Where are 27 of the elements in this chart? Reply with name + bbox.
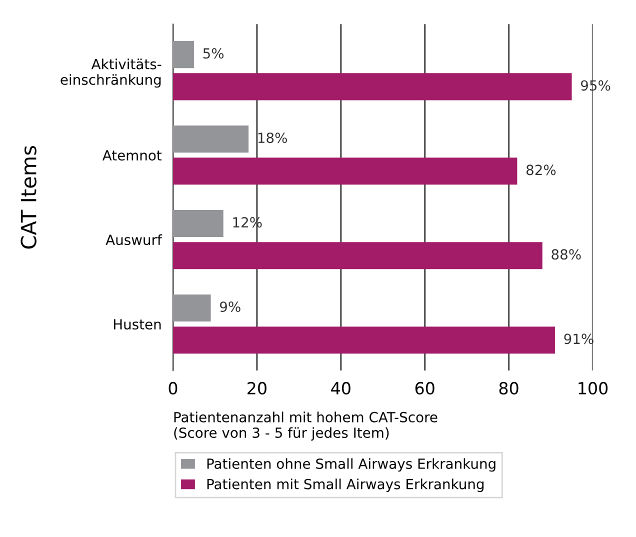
x-tick-label: 0 <box>168 382 178 395</box>
y-tick-label: Auswurf <box>106 234 162 246</box>
y-axis-title: CAT Items <box>20 146 36 249</box>
bar <box>172 294 211 322</box>
y-tick-label: Aktivitäts- einschränkung <box>60 58 162 88</box>
data-label: 18% <box>258 132 287 144</box>
bar <box>172 210 224 238</box>
bar <box>172 73 572 100</box>
y-tick-label: Atemnot <box>102 150 162 161</box>
y-tick-label: Husten <box>114 319 161 330</box>
legend-label: Patienten ohne Small Airways Erkrankung <box>207 458 496 472</box>
data-label: 82% <box>526 164 556 176</box>
bar <box>172 326 555 354</box>
data-label: 88% <box>552 249 581 260</box>
x-tick-label: 100 <box>578 382 608 395</box>
legend-label: Patienten mit Small Airways Erkrankung <box>207 478 484 492</box>
x-tick-label: 80 <box>499 382 518 395</box>
data-label: 9% <box>220 302 240 312</box>
x-tick-label: 20 <box>248 382 266 395</box>
data-label: 5% <box>203 48 224 59</box>
bar <box>172 126 249 153</box>
x-tick-label: 60 <box>415 382 434 395</box>
x-axis-title: Patientenanzahl mit hohem CAT-Score (Score von 3 - 5 für jedes Item) <box>174 412 438 441</box>
x-tick-label: 40 <box>331 382 350 395</box>
bar <box>172 41 194 68</box>
bar <box>172 158 518 185</box>
bar <box>172 242 542 270</box>
